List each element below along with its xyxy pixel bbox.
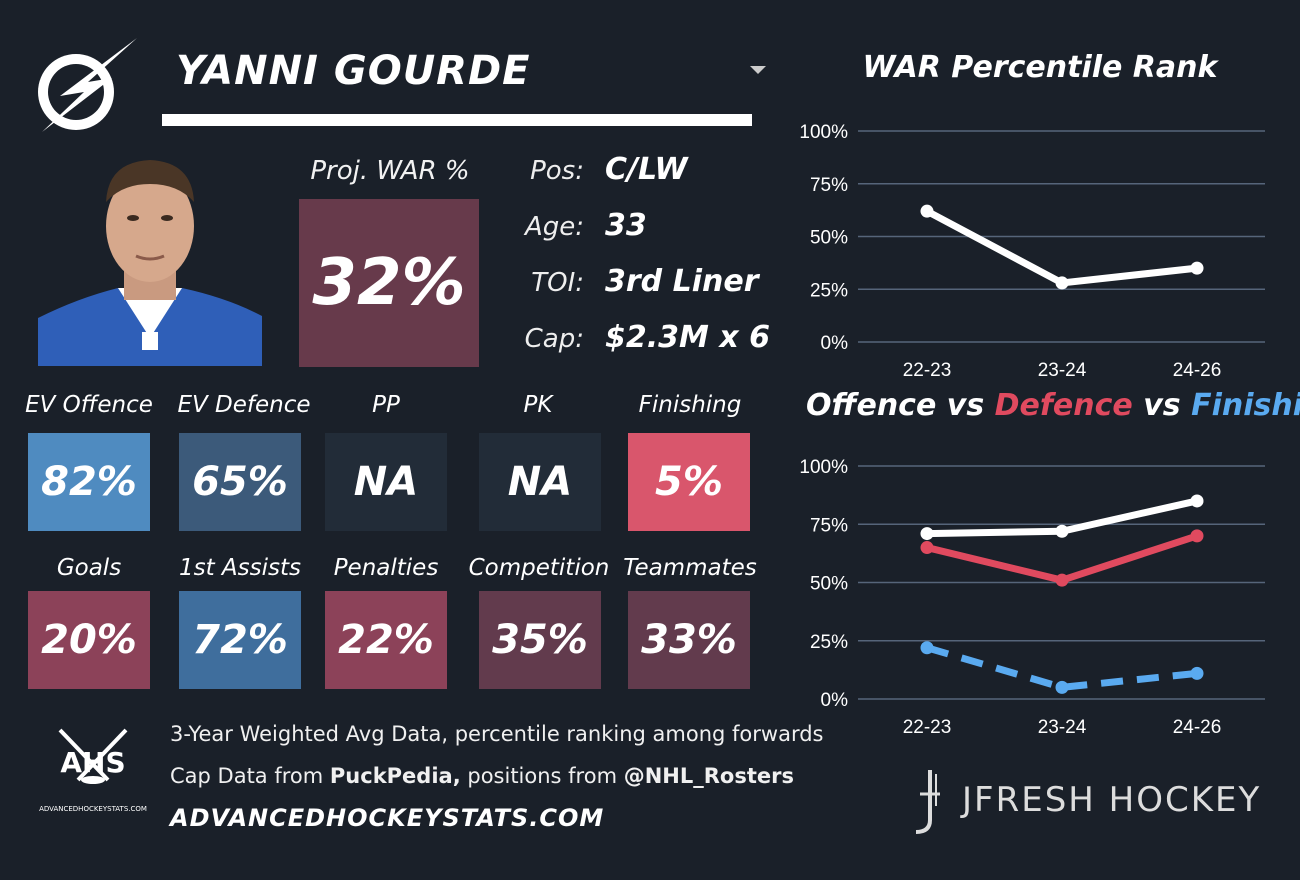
data-point: [1190, 666, 1204, 680]
info-value-toi: 3rd Liner: [605, 264, 759, 299]
proj-war-label: Proj. WAR %: [310, 156, 470, 186]
series-line: [925, 208, 1198, 287]
data-point: [920, 641, 934, 655]
stat-box-first-assists: 72%: [179, 591, 301, 689]
war-percentile-chart: 100% 75% 50% 25% 0% 22-23 23-24 24-26: [799, 122, 1265, 381]
x-tick-label: 23-24: [1038, 717, 1087, 738]
info-value-age: 33: [605, 208, 647, 243]
stat-box-finishing: 5%: [628, 433, 750, 531]
footer-line-1: 3-Year Weighted Avg Data, percentile ran…: [170, 722, 824, 746]
jfresh-logo-icon: [906, 766, 950, 836]
stat-label-penalties: Penalties: [333, 555, 439, 581]
stat-box-teammates: 33%: [628, 591, 750, 689]
team-logo: [32, 34, 142, 134]
ahs-logo-text: AHS: [60, 746, 126, 779]
stat-box-ev-defence: 65%: [179, 433, 301, 531]
data-point: [1190, 494, 1204, 508]
stat-value-ev-offence: 82%: [41, 459, 137, 505]
x-tick-label: 22-23: [903, 360, 952, 381]
stat-box-competition: 35%: [479, 591, 601, 689]
stat-value-pk: NA: [507, 459, 573, 505]
x-tick-label: 22-23: [903, 717, 952, 738]
info-value-pos: C/LW: [605, 152, 688, 187]
jfresh-brand: JFRESH HOCKEY: [962, 780, 1262, 820]
data-point: [1055, 524, 1069, 538]
data-point: [920, 527, 934, 541]
series-line: [926, 644, 1198, 691]
footer-site: ADVANCEDHOCKEYSTATS.COM: [170, 804, 605, 832]
stat-box-goals: 20%: [28, 591, 150, 689]
y-tick-label: 25%: [810, 632, 848, 653]
stat-label-ev-defence: EV Defence: [177, 392, 311, 418]
footer-line-2: Cap Data from PuckPedia, positions from …: [170, 764, 794, 788]
y-tick-label: 100%: [799, 122, 848, 143]
hockey-sticks-icon: [58, 728, 128, 784]
footer-nhl-rosters: @NHL_Rosters: [623, 764, 794, 788]
chart-2-title-defence: Defence: [994, 388, 1133, 423]
stat-box-pk: NA: [479, 433, 601, 531]
footer-line-2-prefix: Cap Data from: [170, 764, 330, 788]
data-point: [1055, 680, 1069, 694]
data-point: [920, 204, 934, 218]
x-tick-label: 24-26: [1173, 717, 1222, 738]
stat-label-ev-offence: EV Offence: [25, 392, 153, 418]
ahs-logo-sub: ADVANCEDHOCKEYSTATS.COM: [39, 805, 147, 813]
stat-box-penalties: 22%: [325, 591, 447, 689]
chart-2-title: Offence vs Defence vs Finishing: [806, 388, 1300, 423]
data-point: [1190, 261, 1204, 275]
data-point: [1190, 529, 1204, 543]
stat-value-pp: NA: [353, 459, 419, 505]
y-tick-label: 75%: [810, 175, 848, 196]
stat-label-goals: Goals: [56, 555, 122, 581]
dropdown-caret-icon[interactable]: [750, 66, 766, 74]
y-tick-label: 75%: [810, 515, 848, 536]
stat-label-first-assists: 1st Assists: [178, 555, 302, 581]
player-photo: [38, 148, 262, 366]
name-underline: [162, 114, 752, 126]
stat-value-teammates: 33%: [641, 617, 737, 663]
x-tick-label: 23-24: [1038, 360, 1087, 381]
stat-value-penalties: 22%: [338, 617, 434, 663]
footer-puckpedia: PuckPedia,: [329, 764, 461, 788]
stat-label-teammates: Teammates: [623, 555, 757, 581]
stat-label-finishing: Finishing: [638, 392, 742, 418]
chart-2-title-finishing: Finishing: [1191, 388, 1300, 423]
y-tick-label: 50%: [810, 574, 848, 595]
stat-value-first-assists: 72%: [192, 617, 288, 663]
y-tick-label: 50%: [810, 228, 848, 249]
y-tick-label: 25%: [810, 280, 848, 301]
footer-line-2-mid: positions from: [460, 764, 624, 788]
proj-war-value: 32%: [312, 246, 466, 320]
series-line: [926, 532, 1199, 584]
stat-value-goals: 20%: [41, 617, 137, 663]
stat-label-competition: Competition: [468, 555, 610, 581]
chart-2-title-vs-2: vs: [1132, 388, 1192, 423]
stat-label-pp: PP: [372, 392, 400, 418]
y-tick-label: 100%: [799, 457, 848, 478]
stat-label-pk: PK: [523, 392, 553, 418]
info-key-toi: TOI:: [531, 268, 584, 298]
stat-box-pp: NA: [325, 433, 447, 531]
chart-2-title-vs-1: vs: [936, 388, 995, 423]
info-value-cap: $2.3M x 6: [605, 320, 770, 355]
info-key-cap: Cap:: [524, 324, 584, 354]
chart-1-title: WAR Percentile Rank: [862, 50, 1218, 85]
offence-defence-finishing-chart: 100% 75% 50% 25% 0% 22-23 23-24 24-26: [799, 457, 1265, 738]
player-name: YANNI GOURDE: [176, 48, 531, 94]
y-tick-label: 0%: [821, 333, 849, 354]
info-key-age: Age:: [524, 212, 584, 242]
x-tick-label: 24-26: [1173, 360, 1222, 381]
data-point: [920, 541, 934, 555]
stat-box-ev-offence: 82%: [28, 433, 150, 531]
stat-value-finishing: 5%: [655, 459, 723, 505]
data-point: [1055, 276, 1069, 290]
y-tick-label: 0%: [821, 690, 849, 711]
proj-war-box: 32%: [299, 199, 479, 367]
ahs-logo: AHS ADVANCEDHOCKEYSTATS.COM: [38, 726, 148, 822]
stat-value-ev-defence: 65%: [192, 459, 288, 505]
info-key-pos: Pos:: [530, 156, 584, 186]
stat-value-competition: 35%: [492, 617, 588, 663]
chart-2-title-offence: Offence: [806, 388, 937, 423]
data-point: [1055, 573, 1069, 587]
